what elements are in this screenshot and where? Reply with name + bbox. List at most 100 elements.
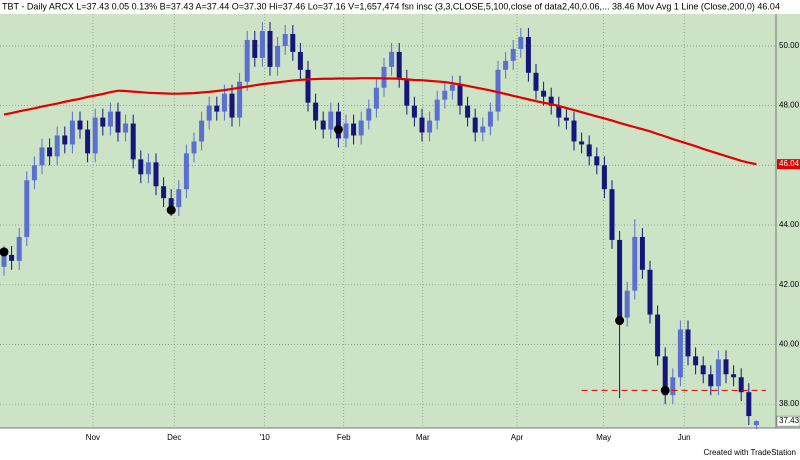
y-tick-label: 42.00 <box>779 280 800 289</box>
x-tick-label: Dec <box>167 433 181 442</box>
price-label: 37.43 <box>779 416 800 425</box>
candle-body <box>313 102 319 121</box>
candle-body <box>381 66 387 88</box>
y-tick-label: 38.00 <box>779 399 800 408</box>
candle-body <box>237 81 243 118</box>
candle-body <box>601 165 607 190</box>
candle-body <box>199 120 205 142</box>
candle-body <box>541 90 547 97</box>
candle-body <box>662 356 668 396</box>
candle-body <box>214 105 220 112</box>
candle-body <box>563 117 569 121</box>
candle-body <box>54 135 60 157</box>
marker-dot <box>166 205 176 215</box>
footer: Created with TradeStation <box>704 448 797 457</box>
candle-body <box>366 108 372 121</box>
candle-body <box>39 147 45 166</box>
candle-body <box>685 329 691 357</box>
moving-average <box>3 77 757 166</box>
candle-body <box>738 377 744 393</box>
candle-body <box>123 123 129 133</box>
candle-body <box>24 180 30 237</box>
candle-body <box>480 126 486 133</box>
candle-body <box>351 123 357 136</box>
marker-dot <box>333 125 343 135</box>
price-label: 46.04 <box>779 159 800 168</box>
candle-body <box>670 377 676 396</box>
candle-body <box>358 120 364 136</box>
candle-body <box>69 120 75 145</box>
candle-body <box>275 45 281 67</box>
candle-body <box>457 84 463 106</box>
candle-body <box>693 356 699 366</box>
candle-body <box>191 141 197 154</box>
marker-dot <box>615 316 625 326</box>
x-tick-label: Mar <box>416 433 430 442</box>
axis-area <box>776 14 800 428</box>
candle-body <box>168 198 174 208</box>
candle-body <box>533 72 539 91</box>
candle-body <box>77 120 83 130</box>
candle-body <box>373 87 379 109</box>
candle-body <box>525 36 531 73</box>
candle-body <box>639 236 645 270</box>
marker-dot <box>0 247 9 257</box>
candle-body <box>677 329 683 378</box>
candle-body <box>487 111 493 127</box>
candle-body <box>297 51 303 70</box>
candle-body <box>548 96 554 106</box>
candle-body <box>579 141 585 145</box>
candle-body <box>503 60 509 70</box>
candle-body <box>609 189 615 240</box>
x-tick-label: Feb <box>337 433 351 442</box>
candle-body <box>161 186 167 199</box>
candle-body <box>731 374 737 378</box>
candle-body <box>411 105 417 118</box>
candle-body <box>259 31 265 58</box>
candle-body <box>85 129 91 154</box>
candle-body <box>130 123 136 160</box>
candle-body <box>700 365 706 375</box>
x-tick-label: Apr <box>511 433 524 442</box>
candle-body <box>465 105 471 118</box>
candle-body <box>655 314 661 357</box>
candle-body <box>647 269 653 315</box>
candle-body <box>617 239 623 318</box>
x-tick-label: '10 <box>259 433 270 442</box>
candle-body <box>252 39 258 58</box>
candle-body <box>206 105 212 121</box>
x-tick-label: Nov <box>86 433 100 442</box>
candle-body <box>442 90 448 100</box>
y-tick-label: 50.00 <box>779 41 800 50</box>
candle-body <box>145 162 151 175</box>
candle-body <box>100 117 106 127</box>
candle-body <box>746 392 752 417</box>
candle-body <box>404 78 410 106</box>
candle-body <box>449 84 455 91</box>
candle-body <box>1 254 7 267</box>
candle-body <box>753 421 759 426</box>
candle-body <box>62 135 68 145</box>
candle-body <box>556 105 562 118</box>
candle-body <box>9 254 15 261</box>
candle-body <box>495 69 501 112</box>
candle-body <box>328 111 334 130</box>
candle-body <box>221 93 227 112</box>
candle-body <box>594 156 600 166</box>
candle-body <box>282 33 288 46</box>
candle-body <box>715 359 721 387</box>
candle-body <box>396 51 402 79</box>
candle-body <box>624 290 630 318</box>
candle-body <box>267 31 273 67</box>
candle-body <box>632 236 638 291</box>
candle-body <box>305 69 311 103</box>
candle-body <box>343 123 349 139</box>
candle-body <box>510 48 516 61</box>
candle-body <box>244 39 250 82</box>
candle-body <box>389 51 395 67</box>
candle-body <box>229 93 235 118</box>
candle-body <box>708 374 714 387</box>
candle-body <box>153 162 159 187</box>
